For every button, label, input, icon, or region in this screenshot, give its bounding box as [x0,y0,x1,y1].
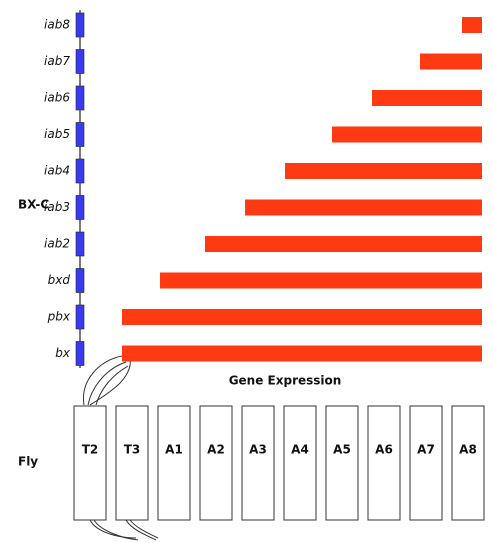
segment-label: T2 [82,443,99,457]
segment-box [157,405,191,521]
gene-box [75,195,85,220]
segment-label: A3 [249,443,267,457]
expression-bar [462,17,482,33]
gene-label: iab3 [44,200,70,214]
gene-label: iab6 [44,91,70,105]
gene-box [75,268,85,293]
segment-box [73,405,107,521]
expression-bar [122,309,482,325]
gene-box [75,49,85,74]
segment-label: T3 [124,443,141,457]
gene-label: iab2 [44,237,70,251]
expression-bar [285,163,482,179]
gene-box [75,122,85,147]
segment-label: A5 [333,443,351,457]
gene-box [75,12,85,38]
gene-label: pbx [47,310,71,324]
gene-label: bxd [48,273,71,287]
segment-box [115,405,149,521]
expression-bar [332,126,482,143]
expression-bar [245,199,482,216]
segment-box [451,405,485,521]
fly-drawing [83,355,159,541]
segment-label: A7 [417,443,435,457]
gene-box [75,158,85,184]
segment-box [367,405,401,521]
segment-box [409,405,443,521]
organism-label: Fly [18,455,38,469]
gene-box [75,341,85,366]
segment-label: A1 [165,443,183,457]
expression-bar [420,53,482,70]
expression-bar [122,345,482,362]
expression-bar [372,90,482,106]
expression-bar [205,236,482,252]
segment-box [325,405,359,521]
gene-label: iab5 [44,127,70,141]
gene-box [75,231,85,257]
gene-label: iab8 [44,18,70,32]
segment-label: A8 [459,443,477,457]
gene-box [75,85,85,111]
segment-box [199,405,233,521]
gene-label: iab7 [44,54,70,68]
gene-label: bx [55,346,71,360]
gene-label: iab4 [44,164,70,178]
gene-box [75,304,85,330]
expression-bar [160,272,482,289]
segment-box [283,405,317,521]
segment-box [241,405,275,521]
complex-label: BX-C [18,198,49,212]
caption: Gene Expression [229,374,342,388]
segment-label: A6 [375,443,393,457]
segment-label: A4 [291,443,309,457]
segment-label: A2 [207,443,225,457]
